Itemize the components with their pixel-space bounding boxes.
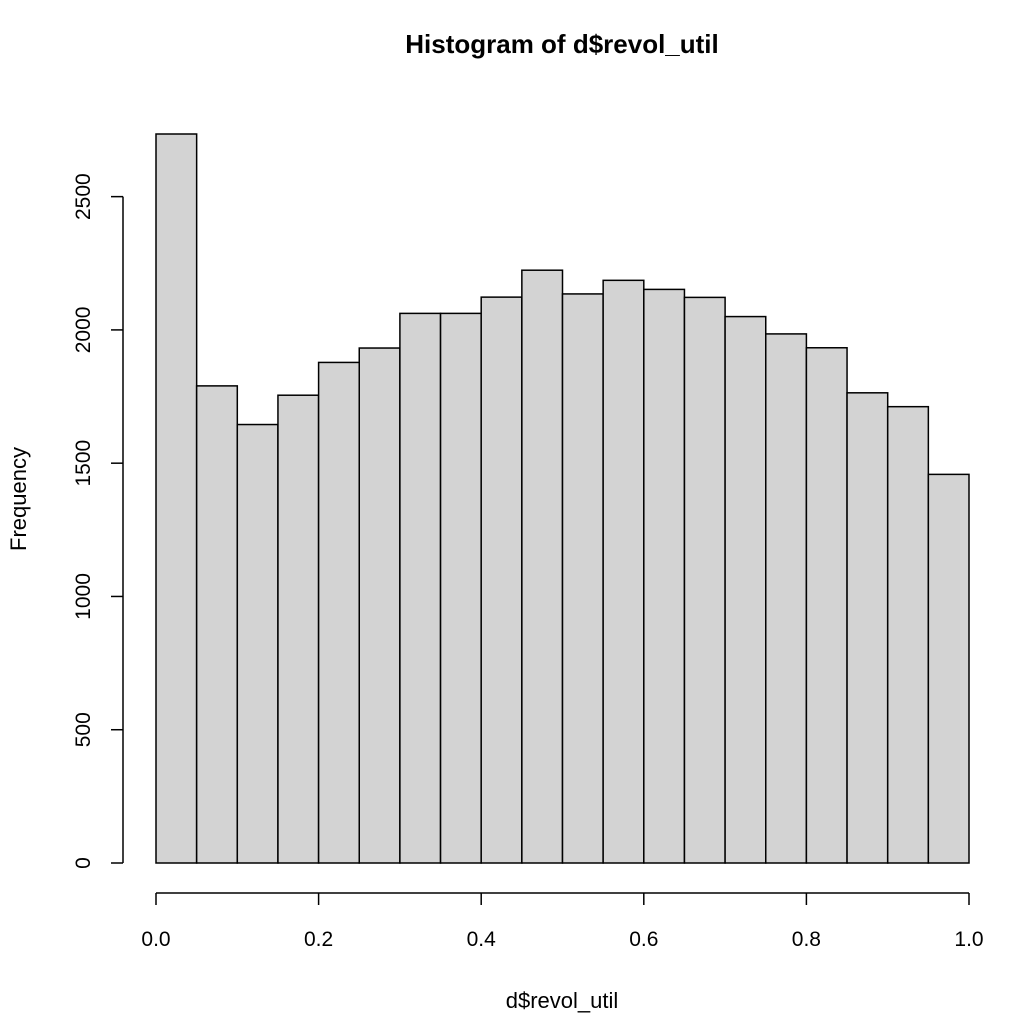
x-tick-label: 0.4 (467, 928, 497, 951)
bars-group (155, 133, 970, 864)
x-tick-label: 0.8 (792, 928, 821, 951)
histogram-bar (561, 293, 604, 864)
x-axis-label: d$revol_util (506, 988, 619, 1013)
histogram-bar (236, 423, 279, 864)
x-tick-label: 1.0 (954, 928, 983, 951)
histogram-bar (846, 392, 889, 864)
y-tick-label: 2000 (72, 307, 95, 354)
histogram-bar (358, 347, 401, 864)
histogram-bar (439, 312, 482, 864)
y-tick-label: 1000 (72, 573, 95, 620)
histogram-bar (602, 279, 645, 864)
histogram-bar (155, 133, 198, 864)
histogram-bar (277, 394, 320, 864)
histogram-bar (765, 333, 808, 864)
y-tick-label: 0 (72, 857, 95, 869)
y-axis: 0 500 1000 1500 2000 2500 (72, 173, 124, 869)
histogram-bar (805, 347, 848, 864)
y-tick-label: 2500 (72, 173, 95, 220)
x-tick-label: 0.6 (629, 928, 658, 951)
y-tick-label: 1500 (72, 440, 95, 487)
histogram-bar (643, 288, 686, 864)
histogram-bar (724, 315, 767, 864)
histogram-bar (521, 269, 564, 864)
histogram-bar (399, 312, 442, 864)
x-tick-label: 0.0 (141, 928, 170, 951)
x-axis: 0.0 0.2 0.4 0.6 0.8 1.0 (141, 892, 984, 951)
histogram-bar (195, 385, 239, 864)
chart-title: Histogram of d$revol_util (405, 29, 719, 59)
y-tick-label: 500 (72, 712, 95, 747)
histogram-bar (683, 296, 726, 864)
histogram-bar (927, 473, 970, 864)
histogram-bar (886, 405, 930, 864)
histogram-bar (317, 361, 361, 864)
histogram-bar (480, 296, 523, 864)
x-tick-label: 0.2 (304, 928, 333, 951)
y-axis-label: Frequency (6, 447, 31, 551)
